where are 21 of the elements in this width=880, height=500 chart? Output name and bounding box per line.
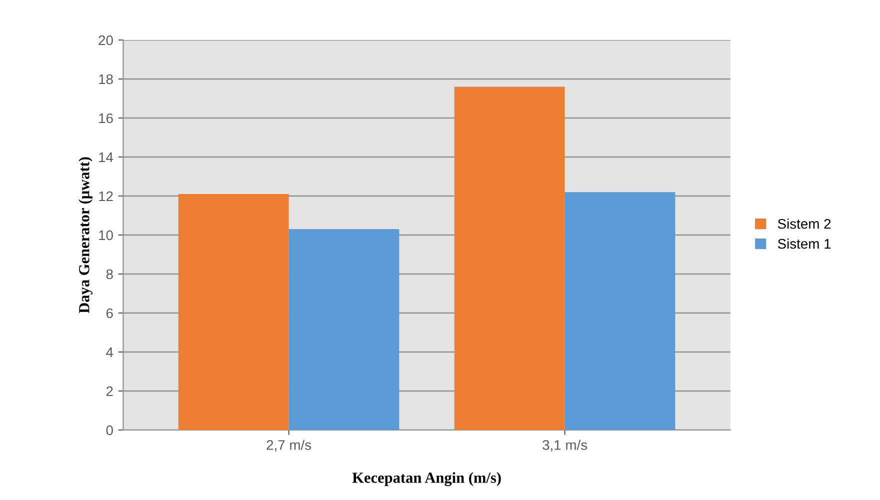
y-axis-title: Daya Generator (μwatt): [78, 157, 92, 314]
y-tick-label: 10: [99, 230, 113, 240]
bar: [454, 86, 565, 430]
bar: [178, 194, 289, 430]
x-tick-label: 2,7 m/s: [266, 440, 312, 452]
x-axis-title: Kecepatan Angin (m/s): [352, 472, 501, 486]
y-tick-label: 18: [99, 74, 113, 84]
legend-label: Sistem 1: [778, 238, 831, 249]
y-tick-label: 14: [99, 152, 114, 162]
y-tick-label: 0: [106, 425, 113, 436]
bar: [288, 229, 400, 430]
y-tick-label: 20: [98, 35, 113, 46]
y-tick-label: 4: [106, 347, 114, 358]
y-tick-label: 16: [99, 113, 113, 124]
y-tick-label: 2: [106, 386, 113, 396]
y-tick-label: 12: [99, 191, 113, 202]
legend-label: Sistem 2: [778, 218, 831, 229]
bar: [564, 192, 676, 430]
y-tick-label: 8: [106, 269, 113, 280]
x-tick-label: 3,1 m/s: [542, 440, 588, 452]
y-tick-label: 6: [106, 308, 113, 318]
